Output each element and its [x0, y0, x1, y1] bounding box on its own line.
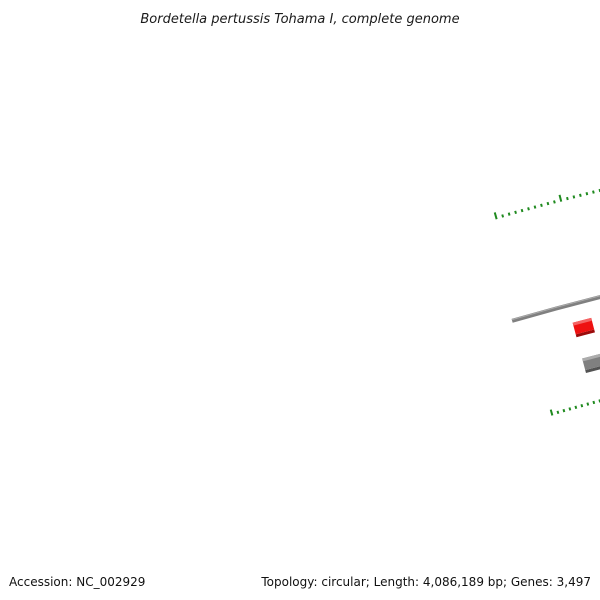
- feature-track: [572, 317, 600, 374]
- minor-tick: [527, 207, 530, 211]
- minor-tick: [553, 200, 556, 204]
- minor-tick: [540, 203, 543, 208]
- minor-tick: [592, 190, 595, 194]
- minor-tick: [546, 201, 550, 206]
- major-tick: [493, 212, 498, 220]
- minor-tick: [507, 212, 511, 216]
- inner-minor-tick: [592, 400, 596, 405]
- genome-backbone: [511, 295, 600, 323]
- scale-ticks: [493, 188, 600, 220]
- major-tick: [558, 194, 563, 202]
- minor-tick: [514, 210, 517, 215]
- inner-minor-tick: [580, 403, 584, 408]
- map-title: Bordetella pertussis Tohama I, complete …: [140, 12, 459, 27]
- inner-major-tick: [549, 409, 554, 416]
- minor-tick: [572, 195, 576, 199]
- inner-minor-tick: [568, 407, 572, 411]
- feature-highlight: [572, 317, 592, 326]
- inner-minor-tick: [574, 405, 578, 410]
- inner-minor-tick: [562, 408, 566, 413]
- feature-shadow: [575, 329, 595, 338]
- minor-tick: [520, 208, 524, 213]
- accession-text: Accession: NC_002929: [9, 575, 145, 589]
- minor-tick: [533, 205, 537, 209]
- inner-minor-tick: [556, 410, 560, 415]
- minor-tick: [579, 193, 582, 197]
- feature-highlight: [582, 353, 600, 362]
- inner-minor-tick: [586, 402, 590, 406]
- minor-tick: [566, 196, 569, 201]
- backbone-arc: [511, 295, 600, 323]
- feature-shadow: [585, 366, 600, 374]
- minor-tick: [501, 214, 505, 218]
- genome-summary-text: Topology: circular; Length: 4,086,189 bp…: [260, 575, 591, 589]
- backbone-highlight: [511, 295, 600, 321]
- minor-tick: [585, 191, 589, 196]
